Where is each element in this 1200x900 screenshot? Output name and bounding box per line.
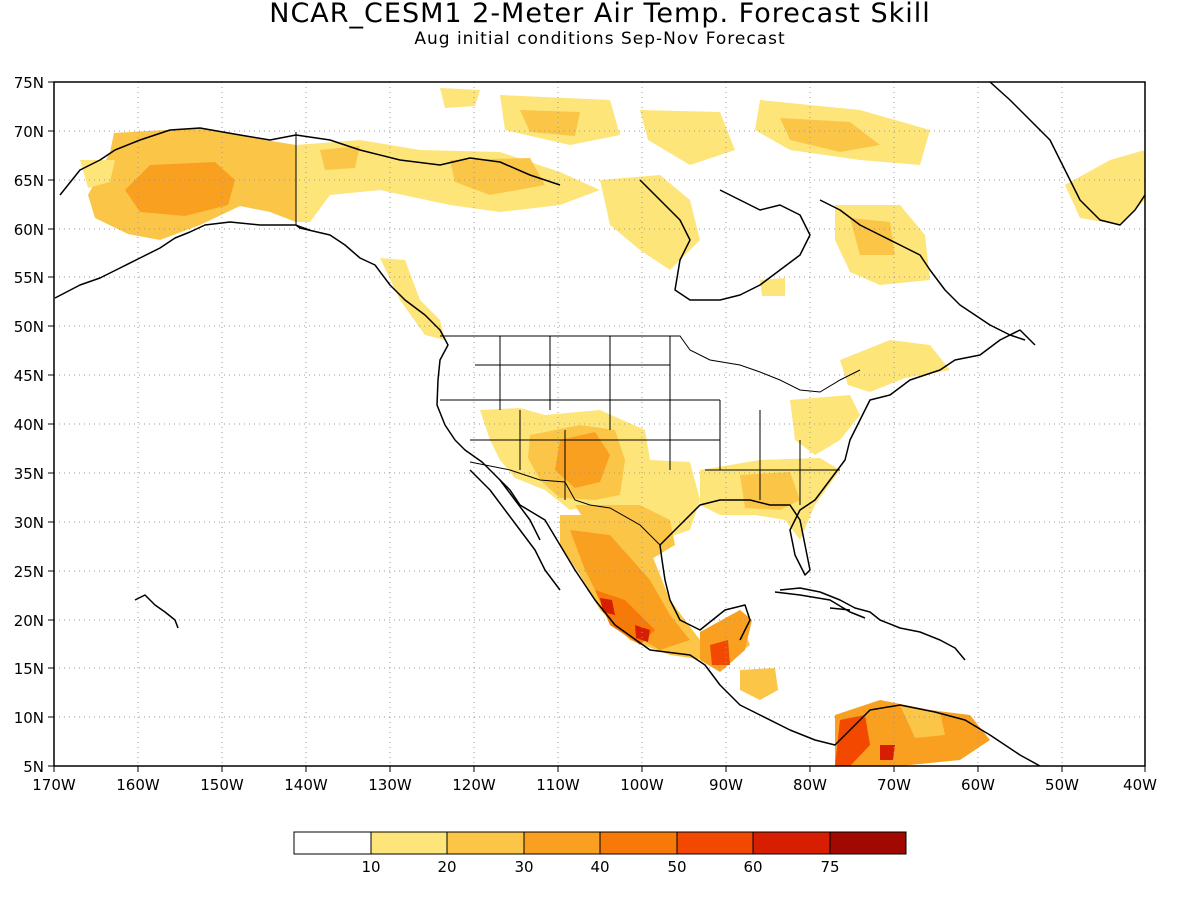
legend-colorbar	[293, 831, 907, 855]
lon-label: 40W	[1123, 776, 1157, 794]
skill-region-northeast	[840, 340, 950, 392]
lat-label: 50N	[14, 318, 44, 336]
lat-label: 20N	[14, 612, 44, 630]
border-us-canada	[440, 335, 861, 393]
legend-swatch	[599, 831, 678, 855]
legend-swatch	[829, 831, 907, 855]
skill-region-venezuela	[900, 705, 945, 738]
lat-label: 5N	[23, 758, 44, 776]
skill-region-arctic-islands	[440, 88, 930, 165]
coast-hawaii	[134, 594, 179, 629]
lon-label: 60W	[961, 776, 995, 794]
skill-region-four-corners-core	[555, 432, 610, 488]
longitude-labels: 170W 160W 150W 140W 130W 120W 110W 100W …	[32, 776, 1157, 794]
lat-label: 45N	[14, 367, 44, 385]
border-states-west	[440, 336, 840, 505]
lat-label: 70N	[14, 123, 44, 141]
coast-alaska-north	[59, 127, 561, 196]
legend-swatch	[752, 831, 831, 855]
coast-labrador	[819, 199, 1026, 341]
coast-gulf	[659, 329, 1036, 641]
gridlines	[54, 82, 1145, 766]
latitude-labels: 75N 70N 65N 60N 55N 50N 45N 40N 35N 30N …	[14, 74, 44, 776]
skill-shading	[80, 88, 1145, 766]
lon-label: 130W	[368, 776, 412, 794]
map-subtitle: Aug initial conditions Sep-Nov Forecast	[414, 29, 786, 49]
skill-region-greenland	[1065, 150, 1145, 225]
skill-region-central-america-core	[710, 640, 730, 665]
axis-ticks	[48, 81, 1146, 772]
lat-label: 35N	[14, 465, 44, 483]
legend-swatch	[523, 831, 601, 855]
legend-swatch	[370, 831, 448, 855]
lon-label: 50W	[1045, 776, 1079, 794]
lat-label: 65N	[14, 172, 44, 190]
lat-label: 10N	[14, 709, 44, 727]
skill-region-alaska-west	[80, 160, 115, 188]
lon-label: 80W	[793, 776, 827, 794]
legend-swatch	[293, 831, 372, 855]
legend-label: 75	[820, 858, 839, 876]
legend-label: 10	[361, 858, 380, 876]
skill-region-hudson	[600, 175, 700, 270]
lon-label: 120W	[452, 776, 496, 794]
lat-label: 75N	[14, 74, 44, 92]
lon-label: 140W	[284, 776, 328, 794]
lon-label: 90W	[709, 776, 743, 794]
lat-label: 15N	[14, 660, 44, 678]
map-title: NCAR_CESM1 2-Meter Air Temp. Forecast Sk…	[269, 0, 931, 29]
skill-region-arctic-core	[520, 110, 880, 152]
lon-label: 160W	[116, 776, 160, 794]
coast-alaska	[54, 221, 1041, 766]
coastlines	[54, 82, 1145, 766]
border-us-mexico	[469, 461, 661, 546]
lon-label: 110W	[536, 776, 580, 794]
skill-region-nwt-core	[320, 146, 360, 170]
lat-label: 55N	[14, 269, 44, 287]
legend-label: 30	[514, 858, 533, 876]
coast-greenland	[989, 82, 1145, 226]
legend-swatch	[676, 831, 754, 855]
lat-label: 60N	[14, 221, 44, 239]
lat-label: 25N	[14, 563, 44, 581]
skill-region-alaska-core	[125, 162, 235, 216]
lon-label: 150W	[200, 776, 244, 794]
lat-label: 40N	[14, 416, 44, 434]
skill-region-labrador-core	[850, 218, 895, 255]
legend-label: 60	[743, 858, 762, 876]
lat-label: 30N	[14, 514, 44, 532]
skill-region-central-america-south	[740, 668, 778, 700]
coast-baja	[469, 469, 561, 591]
lon-label: 170W	[32, 776, 76, 794]
lon-label: 100W	[620, 776, 664, 794]
legend-labels: 10 20 30 40 50 60 75	[361, 858, 839, 876]
lon-label: 70W	[877, 776, 911, 794]
skill-region-south-america-max	[880, 745, 895, 760]
legend-swatch	[446, 831, 525, 855]
skill-region-mid-atlantic	[790, 395, 860, 455]
skill-region-quebec	[760, 278, 785, 296]
legend-label: 50	[667, 858, 686, 876]
skill-region-mexico-max	[600, 598, 650, 642]
legend-label: 40	[590, 858, 609, 876]
legend-label: 20	[437, 858, 456, 876]
coast-hudson	[639, 179, 811, 301]
coast-cuba	[774, 591, 866, 619]
border-alaska-canada	[295, 132, 311, 231]
skill-region-south-america-core	[835, 715, 870, 766]
coast-caribbean	[779, 587, 966, 661]
political-borders	[295, 132, 861, 546]
